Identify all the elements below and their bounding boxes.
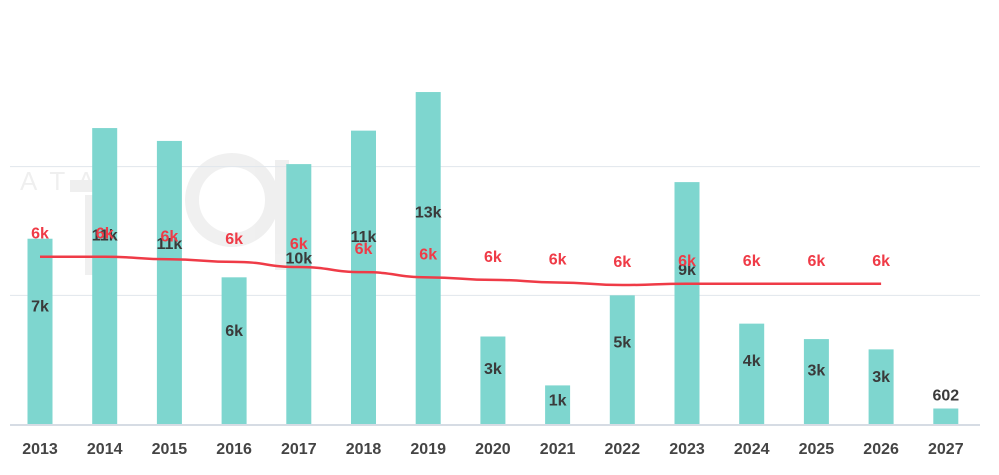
bar-2027 bbox=[933, 408, 959, 424]
bar-label-2024: 4k bbox=[743, 353, 761, 370]
line-label-2023: 6k bbox=[678, 253, 696, 270]
line-label-2015: 6k bbox=[161, 228, 179, 245]
bar-2014 bbox=[92, 128, 118, 425]
line-label-2016: 6k bbox=[225, 231, 243, 248]
bar-label-2025: 3k bbox=[808, 363, 826, 380]
bar-label-2015: 11k bbox=[156, 236, 182, 253]
line-label-2018: 6k bbox=[355, 241, 373, 258]
x-tick-2018: 2018 bbox=[346, 441, 382, 458]
bar-label-2023: 9k bbox=[678, 262, 696, 279]
bar-label-2019: 13k bbox=[415, 205, 442, 222]
bar-label-2016: 6k bbox=[225, 323, 243, 340]
x-tick-2017: 2017 bbox=[281, 441, 317, 458]
bar-2022 bbox=[609, 295, 635, 424]
x-tick-2021: 2021 bbox=[540, 441, 576, 458]
x-tick-2024: 2024 bbox=[734, 441, 770, 458]
x-tick-2014: 2014 bbox=[87, 441, 123, 458]
line-label-2025: 6k bbox=[808, 253, 826, 270]
bar-label-2014: 11k bbox=[92, 228, 118, 245]
bar-label-2018: 11k bbox=[351, 229, 377, 246]
x-tick-2020: 2020 bbox=[475, 441, 511, 458]
bar-2026 bbox=[868, 349, 894, 424]
x-tick-2016: 2016 bbox=[216, 441, 252, 458]
line-label-2026: 6k bbox=[872, 253, 890, 270]
x-tick-2026: 2026 bbox=[863, 441, 899, 458]
x-tick-2027: 2027 bbox=[928, 441, 964, 458]
bar-label-2017: 10k bbox=[285, 251, 312, 268]
line-label-2019: 6k bbox=[419, 246, 437, 263]
bar-2020 bbox=[480, 336, 506, 424]
bar-label-2022: 5k bbox=[613, 335, 631, 352]
bar-2017 bbox=[286, 164, 312, 425]
trend-line bbox=[40, 255, 882, 287]
x-tick-2023: 2023 bbox=[669, 441, 705, 458]
bar-2016 bbox=[221, 277, 247, 424]
x-tick-2015: 2015 bbox=[152, 441, 188, 458]
bar-label-2026: 3k bbox=[872, 369, 890, 386]
x-tick-2019: 2019 bbox=[410, 441, 446, 458]
bar-label-2013: 7k bbox=[31, 298, 49, 315]
x-tick-2022: 2022 bbox=[605, 441, 641, 458]
bar-label-2020: 3k bbox=[484, 361, 502, 378]
x-tick-2013: 2013 bbox=[22, 441, 58, 458]
line-label-2014: 6k bbox=[96, 226, 114, 243]
x-tick-2025: 2025 bbox=[799, 441, 835, 458]
bar-2021 bbox=[545, 385, 571, 424]
bar-2015 bbox=[156, 140, 182, 424]
line-label-2013: 6k bbox=[31, 226, 49, 243]
bar-2025 bbox=[803, 339, 829, 424]
bar-2013 bbox=[27, 238, 53, 424]
bar-2024 bbox=[739, 323, 765, 424]
bars bbox=[27, 92, 959, 425]
gridlines bbox=[10, 166, 980, 296]
line-label-2022: 6k bbox=[613, 254, 631, 271]
line-label-2021: 6k bbox=[549, 251, 567, 268]
x-axis: 2013 2014 2015 2016 2017 2018 2019 2020 2021 2022… bbox=[10, 424, 980, 458]
bar-label-2021: 1k bbox=[549, 392, 567, 409]
trend-line-path bbox=[40, 255, 882, 287]
svg-text:ATA: ATA bbox=[20, 166, 109, 196]
line-label-2017: 6k bbox=[290, 236, 308, 253]
line-label-2024: 6k bbox=[743, 253, 761, 270]
line-label-2020: 6k bbox=[484, 249, 502, 266]
bar-2018 bbox=[351, 130, 376, 424]
bar-2023 bbox=[674, 182, 700, 424]
bar-2019 bbox=[415, 92, 441, 424]
bar-label-2027: 602 bbox=[932, 388, 959, 405]
